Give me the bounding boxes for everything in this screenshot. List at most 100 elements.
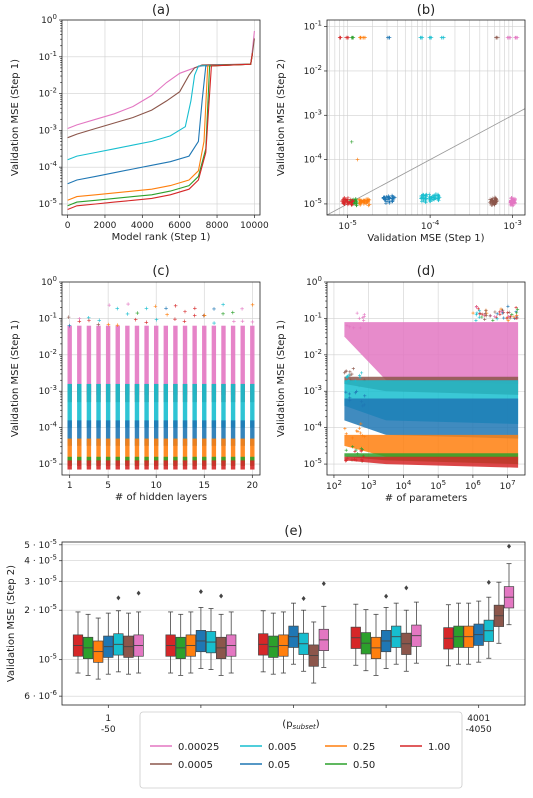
x-axis-label: Model rank (Step 1) xyxy=(112,232,211,243)
data-point xyxy=(144,306,149,311)
y-tick-label: 10-4 xyxy=(304,421,323,434)
x-tick-label: 102 xyxy=(326,479,342,492)
data-point xyxy=(363,394,367,398)
data-band xyxy=(230,460,236,470)
data-point xyxy=(362,318,366,322)
data-band xyxy=(182,438,188,463)
data-point xyxy=(361,198,366,203)
data-point xyxy=(349,140,354,144)
legend-label: 0.50 xyxy=(353,760,375,771)
data-point xyxy=(492,315,497,319)
data-band xyxy=(134,438,140,463)
data-band xyxy=(144,460,149,470)
x-tick-label: -4050 xyxy=(466,725,492,735)
data-band xyxy=(134,383,140,428)
y-axis-label: Validation MSE (Step 1) xyxy=(10,59,21,176)
data-point xyxy=(435,196,440,201)
data-band xyxy=(134,460,140,470)
data-point xyxy=(357,198,362,202)
data-point xyxy=(231,310,235,315)
data-point xyxy=(353,449,357,454)
legend-label: 0.05 xyxy=(268,760,290,771)
data-band xyxy=(86,438,92,463)
data-point xyxy=(173,317,177,321)
data-band xyxy=(96,383,101,428)
y-tick-label: 10-2 xyxy=(304,64,322,77)
data-point xyxy=(474,313,478,317)
data-point xyxy=(491,318,495,322)
data-band xyxy=(240,325,245,395)
data-point xyxy=(488,314,492,318)
data-point xyxy=(193,306,197,311)
data-point xyxy=(494,198,499,202)
data-band xyxy=(202,438,207,463)
outlier xyxy=(219,593,224,599)
data-point xyxy=(357,426,361,430)
data-band xyxy=(250,325,255,395)
data-band xyxy=(105,325,111,395)
data-point xyxy=(482,313,486,317)
data-point xyxy=(506,319,510,323)
data-band xyxy=(192,460,197,470)
y-tick-label: 100 xyxy=(41,13,57,26)
data-point xyxy=(154,317,159,322)
data-point xyxy=(359,431,363,435)
data-point xyxy=(352,326,356,330)
data-band xyxy=(77,438,82,463)
data-point xyxy=(516,307,520,311)
data-point xyxy=(221,302,225,307)
legend: (psubset) 0.00025 0.0005 0.005 0.05 0.25 0.50 1… xyxy=(139,711,463,789)
data-point xyxy=(386,199,390,204)
data-point xyxy=(164,306,168,311)
y-tick-label: 10-1 xyxy=(304,311,322,324)
y-tick-label: 10-3 xyxy=(39,384,57,397)
data-point xyxy=(367,202,372,207)
data-point xyxy=(436,198,440,202)
series-line xyxy=(67,53,254,201)
data-band xyxy=(153,383,159,428)
x-tick-label: 4000 xyxy=(131,221,154,231)
data-point xyxy=(357,373,362,378)
data-point xyxy=(362,314,366,319)
data-band xyxy=(163,325,169,395)
data-point xyxy=(488,313,493,318)
panel-b: (b) 10-5 10-4 10-3 10-5 10-4 10-3 10-2 10-1 Valid… xyxy=(276,3,526,244)
panel-title: (e) xyxy=(284,524,302,539)
series-line xyxy=(67,53,254,161)
y-tick-label: 100 xyxy=(306,275,322,288)
data-point xyxy=(508,35,513,40)
data-band xyxy=(173,438,178,463)
data-band xyxy=(240,383,245,428)
data-point xyxy=(509,198,513,203)
data-point xyxy=(192,313,197,318)
series-line xyxy=(67,53,254,185)
data-point xyxy=(514,316,518,320)
x-tick-label: 6000 xyxy=(168,221,191,231)
x-tick-label: 105 xyxy=(430,479,446,492)
data-point xyxy=(476,307,480,311)
data-point xyxy=(125,312,130,316)
data-point xyxy=(345,375,349,379)
data-point xyxy=(353,379,357,383)
data-point xyxy=(511,196,516,201)
data-point xyxy=(387,201,392,205)
data-band xyxy=(211,438,217,463)
data-band xyxy=(173,420,178,446)
data-band xyxy=(115,460,120,470)
data-point xyxy=(153,304,158,309)
data-point xyxy=(494,198,499,203)
x-tick-label: 103 xyxy=(361,479,377,492)
data-band xyxy=(173,325,178,395)
data-point xyxy=(173,304,178,308)
data-point xyxy=(342,200,346,205)
data-point xyxy=(352,457,357,461)
data-point xyxy=(212,321,216,325)
outlier xyxy=(136,590,141,596)
legend-title: (psubset) xyxy=(282,719,319,731)
x-tick-label: 0 xyxy=(65,221,71,231)
data-point xyxy=(428,35,432,40)
data-band xyxy=(77,325,82,395)
data-point xyxy=(115,306,120,311)
data-point xyxy=(489,203,494,207)
